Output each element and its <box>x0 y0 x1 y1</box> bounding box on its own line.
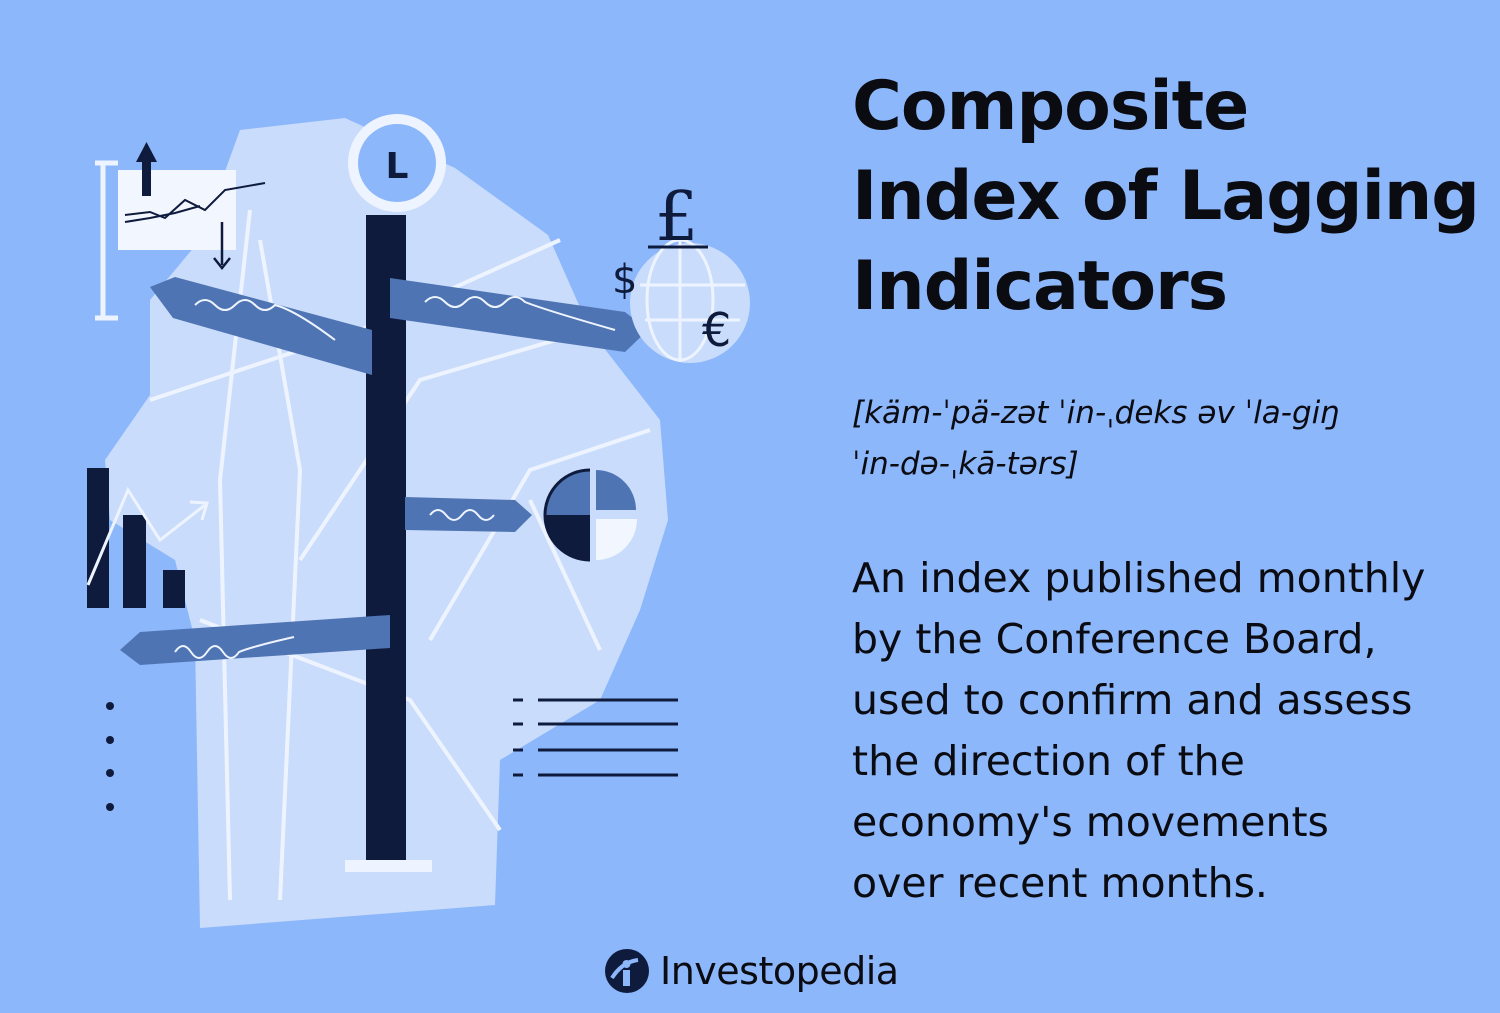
signpost-icon <box>120 215 648 872</box>
brand-name: Investopedia <box>660 949 899 993</box>
definition-line: the direction of the <box>852 737 1245 785</box>
definition-line: economy's movements <box>852 798 1329 846</box>
investopedia-logo-icon <box>605 949 649 993</box>
euro-symbol: € <box>702 303 731 357</box>
dots-decoration <box>106 702 114 811</box>
definition-line: by the Conference Board, <box>852 615 1377 663</box>
page-title: Composite Index of Lagging Indicators <box>852 62 1492 332</box>
definition-line: used to confirm and assess <box>852 676 1413 724</box>
list-icon <box>513 698 678 777</box>
line-chart-icon <box>95 142 266 321</box>
definition-line: over recent months. <box>852 859 1268 907</box>
pronunciation-line: ˈin-də-ˌkā-tərs] <box>852 446 1079 482</box>
dollar-symbol: $ <box>612 257 637 303</box>
title-line: Indicators <box>852 247 1228 326</box>
illustration: L £ $ € <box>86 114 750 928</box>
title-line: Index of Lagging <box>852 157 1480 236</box>
pie-chart-icon <box>543 468 637 562</box>
pound-symbol: £ <box>655 178 698 257</box>
brand-logo: Investopedia <box>604 946 899 996</box>
pronunciation: [käm-ˈpä-zət ˈin-ˌdeks əv ˈla-giŋ ˈin-də… <box>852 388 1492 490</box>
globe-icon <box>630 238 750 363</box>
definition: An index published monthly by the Confer… <box>852 548 1492 914</box>
bar-chart-icon <box>86 468 209 608</box>
clock-icon: L <box>348 114 446 212</box>
clock-label: L <box>386 146 409 187</box>
definition-line: An index published monthly <box>852 554 1426 602</box>
pronunciation-line: [käm-ˈpä-zət ˈin-ˌdeks əv ˈla-giŋ <box>852 395 1340 431</box>
title-line: Composite <box>852 67 1249 146</box>
